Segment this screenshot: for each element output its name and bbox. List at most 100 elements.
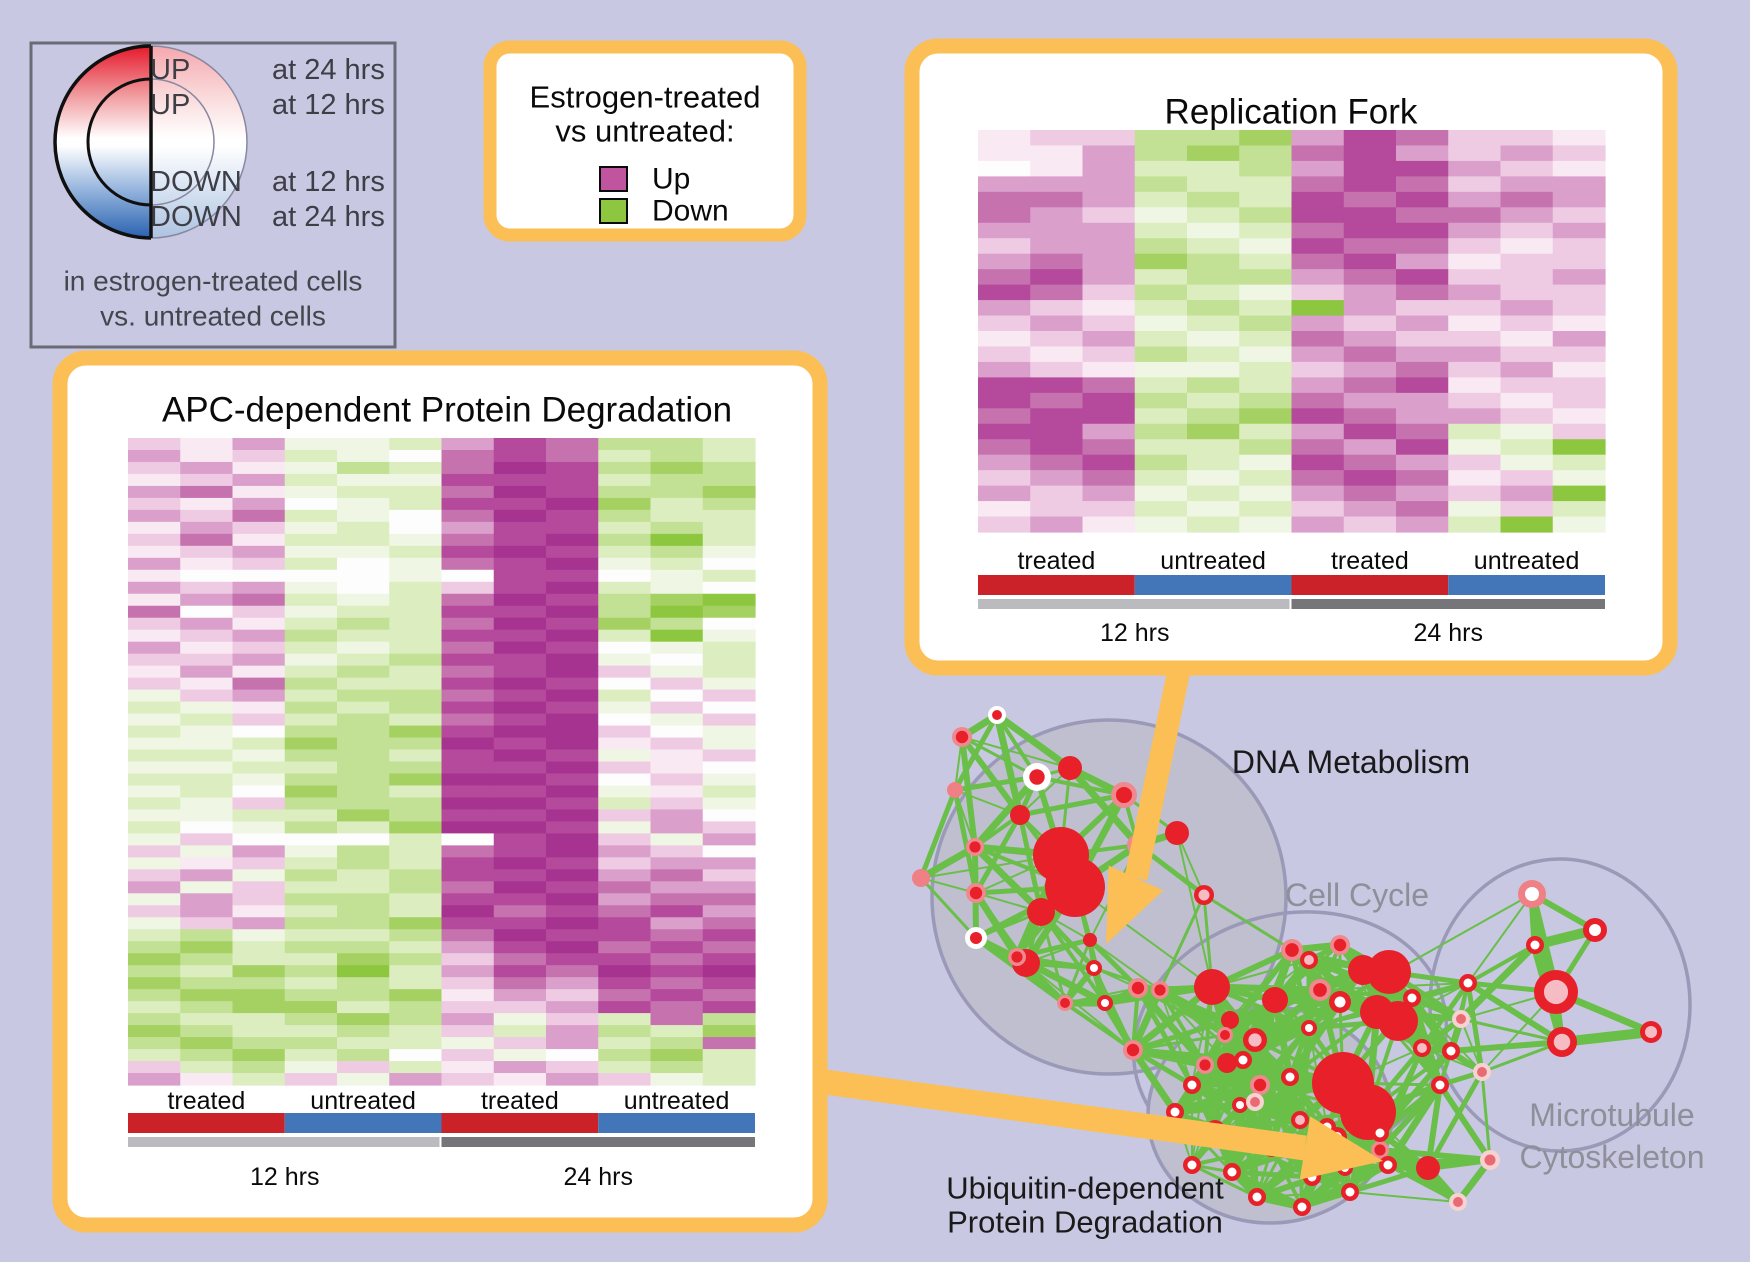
network-node	[1431, 1076, 1449, 1094]
heatmap-cell	[1343, 346, 1397, 363]
heatmap-cell	[389, 545, 443, 559]
network-node	[1123, 1040, 1143, 1060]
heatmap-cell	[441, 593, 495, 607]
heatmap-cell	[978, 331, 1031, 348]
heatmap-cell	[1030, 130, 1084, 147]
heatmap-cell	[1239, 377, 1293, 394]
heatmap-cell	[702, 821, 756, 834]
network-edge	[1063, 938, 1092, 1005]
heatmap-cell	[1396, 439, 1449, 456]
heatmap-cell	[1291, 207, 1345, 224]
heatmap-cell	[1500, 423, 1554, 440]
heatmap-cell	[1343, 331, 1397, 348]
heatmap-cell	[493, 438, 547, 451]
heatmap-cell	[1448, 222, 1502, 239]
heatmap-cell	[337, 449, 390, 463]
heatmap-cell	[389, 689, 443, 703]
heatmap-cell	[598, 785, 652, 799]
heatmap-cell	[1030, 361, 1084, 378]
heatmap-cell	[128, 1001, 181, 1014]
time-label: 24 hrs	[564, 1163, 633, 1191]
network-edge	[1437, 1082, 1493, 1163]
heatmap-cell	[1239, 176, 1293, 193]
heatmap-cell	[702, 785, 756, 799]
network-node	[1281, 939, 1303, 961]
heatmap-cell	[284, 461, 338, 475]
heatmap-cell	[337, 438, 390, 451]
heatmap-cell	[702, 725, 756, 739]
heatmap-cell	[1030, 501, 1084, 518]
node-circle	[1221, 1011, 1239, 1029]
heatmap-cell	[1082, 501, 1136, 518]
heatmap-cell	[128, 713, 181, 727]
heatmap-cell	[493, 845, 547, 858]
heatmap-cell	[284, 1073, 338, 1086]
heatmap-cell	[128, 497, 181, 511]
heatmap-cell	[232, 557, 286, 571]
heatmap-cell	[1552, 485, 1606, 502]
heatmap-cell	[650, 809, 704, 823]
heatmap-cell	[441, 473, 495, 487]
heatmap-cell	[1343, 176, 1397, 193]
heatmap-cell	[1187, 454, 1240, 471]
heatmap-cell	[1500, 160, 1554, 177]
heatmap-cell	[180, 857, 234, 870]
heatmap-cell	[598, 497, 652, 511]
heatmap-cell	[1552, 269, 1606, 286]
heatmap-cell	[232, 905, 286, 918]
heatmap-cell	[180, 617, 234, 631]
heatmap-cell	[978, 238, 1031, 255]
heatmap-cell	[441, 713, 495, 727]
heatmap-cell	[1500, 284, 1554, 301]
heatmap-cell	[337, 917, 390, 930]
heatmap-cell	[1291, 392, 1345, 409]
heatmap-cell	[650, 689, 704, 703]
heatmap-cell	[1030, 423, 1084, 440]
network-node	[1010, 805, 1030, 825]
heatmap-cell	[1396, 361, 1449, 378]
heatmap-cell	[441, 953, 495, 966]
heatmap-cell	[1343, 238, 1397, 255]
heatmap-cell	[441, 1025, 495, 1038]
heatmap-cell	[1187, 238, 1240, 255]
heatmap-cell	[180, 905, 234, 918]
heatmap-cell	[284, 965, 338, 978]
heatmap-cell	[598, 617, 652, 631]
heatmap-cell	[598, 929, 652, 942]
network-edge	[1129, 1046, 1179, 1116]
apc-to-ubiquitin-arrow	[801, 1066, 1383, 1180]
heatmap-cell	[1552, 315, 1606, 332]
heatmap-cell	[441, 737, 495, 751]
heatmap-cell	[493, 953, 547, 966]
network-edge	[1131, 1033, 1227, 1052]
heatmap-cell	[650, 905, 704, 918]
heatmap-cell	[1396, 269, 1449, 286]
network-edge	[1318, 988, 1414, 1000]
network-node	[1300, 951, 1318, 969]
network-edge	[1289, 1076, 1328, 1128]
network-node	[1045, 857, 1105, 917]
heatmap-cell	[128, 1061, 181, 1074]
heatmap-cell	[1134, 160, 1188, 177]
heatmap-cell	[1448, 315, 1502, 332]
heatmap-cell	[284, 893, 338, 906]
heatmap-cell	[1187, 191, 1240, 208]
heatmap-cell	[1134, 238, 1188, 255]
heatmap-cell	[1030, 207, 1084, 224]
node-circle	[969, 886, 983, 900]
heatmap-cell	[1187, 130, 1240, 147]
heatmap-cell	[441, 509, 495, 523]
heatmap-cell	[650, 473, 704, 487]
heatmap-cell	[337, 713, 390, 727]
heatmap-cell	[441, 677, 495, 691]
heatmap-cell	[232, 785, 286, 799]
heatmap-cell	[284, 593, 338, 607]
heatmap-cell	[1343, 361, 1397, 378]
heatmap-cell	[284, 605, 338, 619]
heatmap-cell	[128, 641, 181, 655]
heatmap-cell	[493, 857, 547, 870]
heatmap-cell	[1343, 253, 1397, 270]
heatmap-cell	[978, 454, 1031, 471]
heatmap-cell	[1291, 423, 1345, 440]
heatmap-cell	[232, 473, 286, 487]
